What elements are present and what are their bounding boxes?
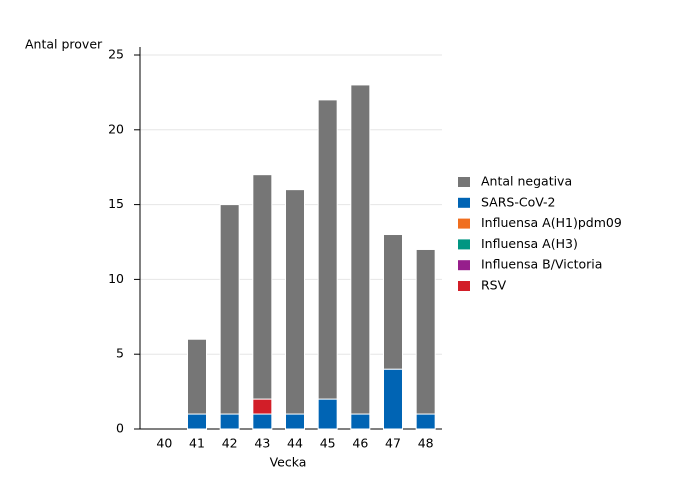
bar-segment <box>252 413 273 430</box>
x-tick-label: 44 <box>287 436 303 451</box>
x-tick-label: 47 <box>385 436 401 451</box>
bar-segment <box>252 174 273 400</box>
legend-swatch <box>458 260 470 271</box>
bar-segment <box>317 99 338 400</box>
x-tick-label: 45 <box>320 436 336 451</box>
y-tick-label: 25 <box>108 47 124 62</box>
legend-label: SARS-CoV-2 <box>481 194 556 209</box>
y-tick-label: 0 <box>116 421 124 436</box>
bar-segment <box>252 398 273 415</box>
y-tick-label: 20 <box>108 121 124 136</box>
x-tick-label: 48 <box>418 436 434 451</box>
bar-segment <box>219 204 240 415</box>
x-tick-label: 41 <box>189 436 205 451</box>
bar-segment <box>350 413 371 430</box>
bar-segment <box>415 248 436 415</box>
x-axis-label: Vecka <box>270 455 307 470</box>
bar-segment <box>383 368 403 430</box>
x-tick-label: 40 <box>156 436 172 451</box>
legend-label: Influensa B/Victoria <box>481 257 602 272</box>
bar-segment <box>219 413 240 430</box>
legend-label: Antal negativa <box>481 174 572 189</box>
bar-segment <box>383 234 403 370</box>
legend-swatch <box>458 281 470 291</box>
legend-swatch <box>458 177 470 187</box>
bar-segment <box>350 84 371 415</box>
bar-segment <box>317 398 338 430</box>
bar-segment <box>187 338 207 415</box>
bar-segment <box>285 413 305 430</box>
bar-segment <box>415 413 436 430</box>
x-tick-label: 42 <box>222 436 238 451</box>
x-tick-label: 43 <box>254 436 270 451</box>
legend-label: Influensa A(H1)pdm09 <box>481 215 622 230</box>
legend-swatch <box>458 239 470 250</box>
y-tick-label: 10 <box>108 271 124 286</box>
y-axis-label: Antal prover <box>25 37 103 52</box>
y-tick-label: 5 <box>116 346 124 361</box>
x-tick-label: 46 <box>352 436 368 451</box>
legend-label: Influensa A(H3) <box>481 236 578 251</box>
legend-swatch <box>458 218 470 229</box>
legend-swatch <box>458 197 470 208</box>
y-tick-label: 15 <box>108 196 124 211</box>
bar-segment <box>285 189 305 415</box>
bar-segment <box>187 413 207 430</box>
legend-label: RSV <box>481 278 507 293</box>
